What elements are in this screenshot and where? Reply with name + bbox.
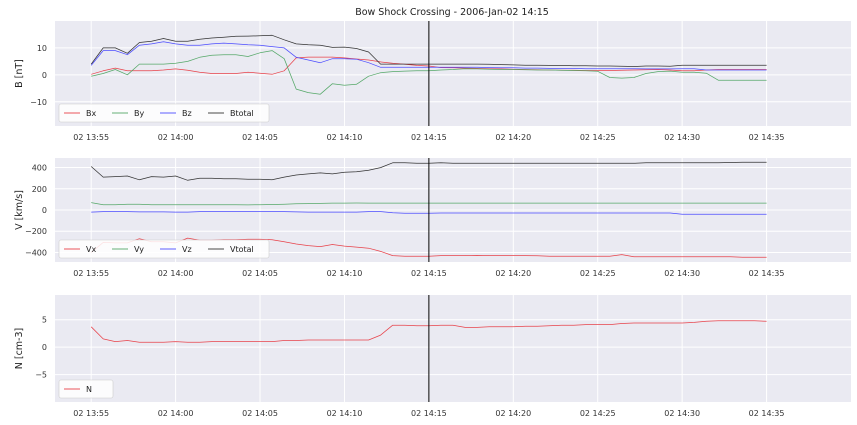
x-tick-label: 02 14:30 xyxy=(664,269,700,278)
x-tick-label: 02 14:25 xyxy=(580,133,616,142)
x-tick-label: 02 14:05 xyxy=(242,133,278,142)
y-axis-label: N [cm-3] xyxy=(14,328,25,370)
y-tick-label: 0 xyxy=(42,343,47,352)
legend: Bx By Bz Btotal xyxy=(58,103,270,123)
x-tick-label: 02 14:10 xyxy=(327,133,363,142)
y-tick-label: 5 xyxy=(42,316,47,325)
x-tick-label: 02 14:05 xyxy=(242,409,278,418)
x-tick-label: 02 14:00 xyxy=(158,409,194,418)
legend-label-bx: Bx xyxy=(86,109,96,118)
legend-label-vx: Vx xyxy=(86,245,96,254)
x-tick-label: 02 14:10 xyxy=(327,409,363,418)
legend-label-vtotal: Vtotal xyxy=(230,245,254,254)
x-tick-label: 02 14:10 xyxy=(327,269,363,278)
x-tick-label: 02 14:35 xyxy=(749,409,785,418)
x-tick-label: 02 13:55 xyxy=(73,269,109,278)
panel-3: 5 0 −5 02 13:55 02 14:00 02 14:05 02 14:10 02 1… xyxy=(14,295,851,418)
legend-label-by: By xyxy=(134,109,144,118)
legend-label-vz: Vz xyxy=(182,245,192,254)
panel-2: 400 200 0 −200 −400 02 13:55 02 14:00 02 14:05 0… xyxy=(14,158,851,278)
y-tick-label: 400 xyxy=(32,164,47,173)
y-tick-label: −5 xyxy=(35,371,47,380)
x-tick-label: 02 14:00 xyxy=(158,269,194,278)
x-tick-label: 02 14:35 xyxy=(749,133,785,142)
legend-label-vy: Vy xyxy=(134,245,144,254)
y-tick-label: −400 xyxy=(25,248,47,257)
x-tick-label: 02 14:25 xyxy=(580,409,616,418)
plot-background xyxy=(55,295,851,402)
y-axis-label: B [nT] xyxy=(14,59,25,88)
figure-title: Bow Shock Crossing - 2006-Jan-02 14:15 xyxy=(355,7,549,18)
y-tick-label: −10 xyxy=(30,98,47,107)
panel-1: 10 0 −10 02 13:55 02 14:00 02 14:05 02 14:10 02… xyxy=(14,21,851,142)
x-tick-label: 02 13:55 xyxy=(73,409,109,418)
y-tick-label: −200 xyxy=(25,227,47,236)
x-tick-label: 02 14:15 xyxy=(411,409,447,418)
y-tick-label: 0 xyxy=(42,71,47,80)
x-tick-label: 02 14:35 xyxy=(749,269,785,278)
legend-label-n: N xyxy=(86,385,92,394)
x-tick-label: 02 14:15 xyxy=(411,269,447,278)
legend-label-btotal: Btotal xyxy=(230,109,254,118)
x-tick-label: 02 14:30 xyxy=(664,133,700,142)
legend-box xyxy=(58,379,114,399)
x-tick-label: 02 14:20 xyxy=(495,133,531,142)
x-tick-label: 02 14:00 xyxy=(158,133,194,142)
legend-label-bz: Bz xyxy=(182,109,192,118)
y-tick-label: 0 xyxy=(42,206,47,215)
legend: N xyxy=(58,379,114,399)
y-tick-label: 200 xyxy=(32,185,47,194)
x-tick-label: 02 14:25 xyxy=(580,269,616,278)
y-axis-label: V [km/s] xyxy=(14,190,25,230)
legend: Vx Vy Vz Vtotal xyxy=(58,239,270,259)
x-tick-label: 02 14:05 xyxy=(242,269,278,278)
x-tick-label: 02 14:30 xyxy=(664,409,700,418)
x-tick-label: 02 13:55 xyxy=(73,133,109,142)
x-tick-label: 02 14:15 xyxy=(411,133,447,142)
x-tick-label: 02 14:20 xyxy=(495,269,531,278)
y-tick-label: 10 xyxy=(37,44,47,53)
x-tick-label: 02 14:20 xyxy=(495,409,531,418)
